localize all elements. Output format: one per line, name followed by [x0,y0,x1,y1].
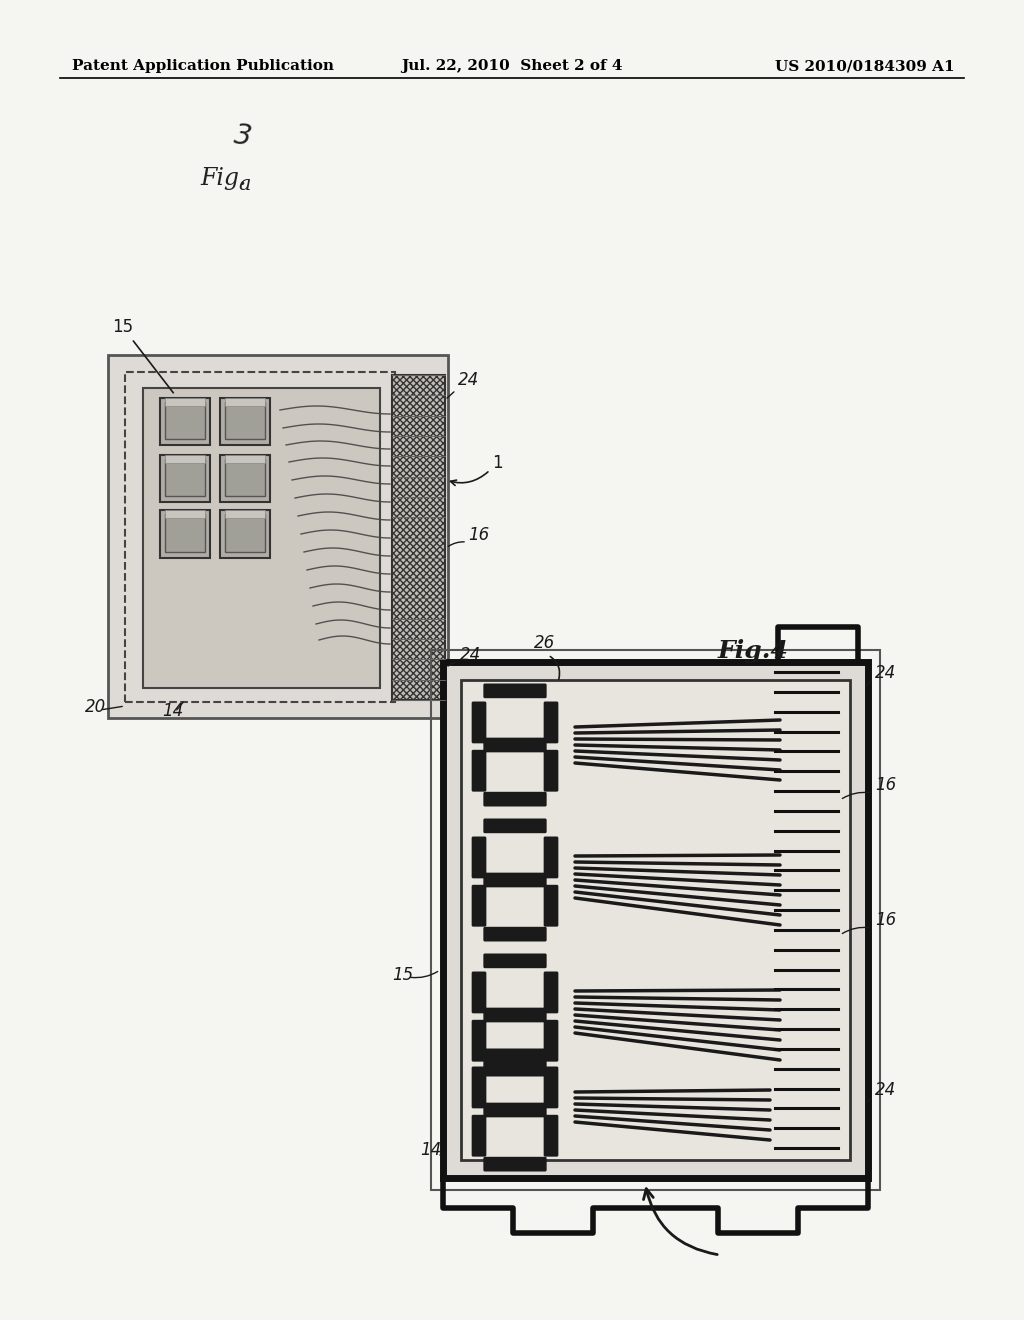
Bar [431,649,880,1191]
Bar [220,510,270,558]
Bar [225,513,265,552]
Text: Fig.4: Fig.4 [718,639,788,663]
FancyBboxPatch shape [544,750,558,792]
FancyBboxPatch shape [544,1020,558,1061]
Text: 24: 24 [458,371,479,389]
Text: 24: 24 [874,664,896,682]
Text: 14: 14 [420,1140,441,1159]
Bar [165,455,205,463]
FancyBboxPatch shape [544,1115,558,1156]
FancyBboxPatch shape [544,972,558,1014]
FancyBboxPatch shape [483,1048,547,1063]
FancyBboxPatch shape [483,684,547,698]
Bar [165,403,205,440]
FancyBboxPatch shape [483,818,547,833]
FancyBboxPatch shape [472,884,486,927]
Text: Patent Application Publication: Patent Application Publication [72,59,334,73]
Bar [220,455,270,502]
Text: 24: 24 [460,645,481,664]
Text: 24: 24 [874,1081,896,1100]
Bar [160,455,210,502]
Bar [165,399,205,407]
Text: 26: 26 [534,634,555,652]
FancyBboxPatch shape [472,701,486,743]
FancyBboxPatch shape [483,953,547,968]
FancyBboxPatch shape [544,837,558,878]
Bar [392,375,445,700]
Bar [108,355,449,718]
FancyBboxPatch shape [483,792,547,807]
FancyBboxPatch shape [472,750,486,792]
Bar [443,663,868,1177]
Bar [225,510,265,517]
Bar [165,510,205,517]
Bar [125,372,395,702]
Text: US 2010/0184309 A1: US 2010/0184309 A1 [775,59,955,73]
Text: 20: 20 [85,698,106,715]
FancyBboxPatch shape [472,1067,486,1109]
Text: a: a [238,174,251,194]
Text: 15: 15 [392,966,414,983]
FancyBboxPatch shape [483,873,547,887]
FancyBboxPatch shape [544,701,558,743]
FancyBboxPatch shape [472,1115,486,1156]
FancyBboxPatch shape [472,972,486,1014]
FancyBboxPatch shape [483,1156,547,1172]
Bar [461,680,850,1160]
FancyBboxPatch shape [483,1007,547,1023]
Bar [220,399,270,445]
Bar [225,399,265,407]
Text: 14: 14 [162,702,183,719]
Bar [160,399,210,445]
Bar [165,513,205,552]
FancyBboxPatch shape [544,884,558,927]
FancyBboxPatch shape [483,1061,547,1077]
Bar [165,459,205,496]
Bar [225,455,265,463]
Text: Fig.: Fig. [200,166,247,190]
Bar [143,388,380,688]
Text: 16: 16 [468,525,489,544]
FancyBboxPatch shape [544,1067,558,1109]
FancyBboxPatch shape [472,837,486,878]
Bar [225,459,265,496]
Bar [160,510,210,558]
Bar [225,403,265,440]
Text: 16: 16 [874,776,896,795]
Text: 16: 16 [874,911,896,929]
Text: 1: 1 [492,454,503,473]
Text: 3: 3 [232,121,253,150]
FancyBboxPatch shape [483,738,547,752]
FancyBboxPatch shape [483,927,547,941]
FancyBboxPatch shape [483,1102,547,1117]
Text: 15: 15 [112,318,173,393]
FancyBboxPatch shape [472,1020,486,1061]
Text: Jul. 22, 2010  Sheet 2 of 4: Jul. 22, 2010 Sheet 2 of 4 [401,59,623,73]
